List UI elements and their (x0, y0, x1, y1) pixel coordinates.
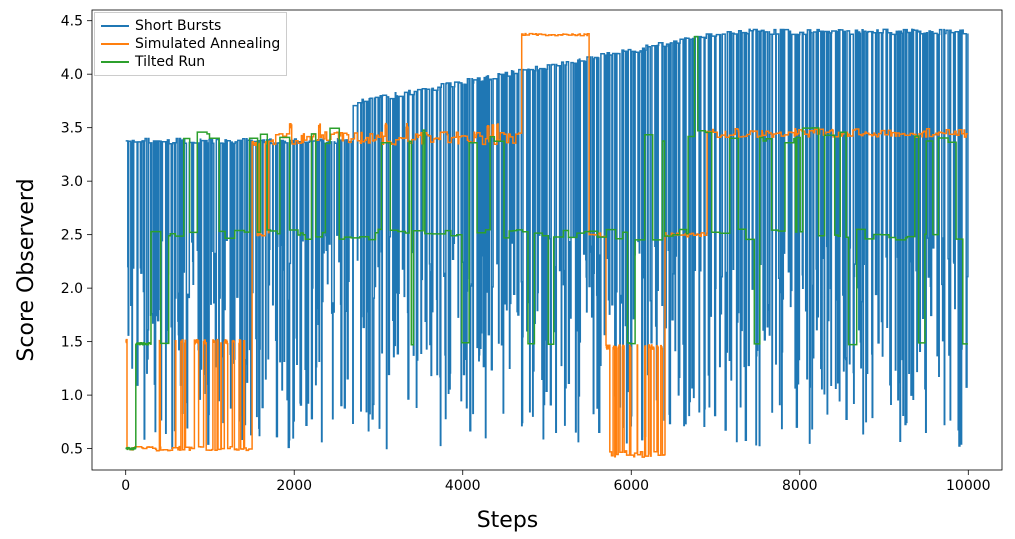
y-tick-label: 0.5 (61, 442, 83, 458)
x-tick-label: 8000 (782, 478, 818, 494)
y-tick-label: 4.5 (61, 14, 83, 30)
legend-label: Short Bursts (135, 18, 221, 34)
legend-label: Tilted Run (135, 54, 205, 70)
legend-label: Simulated Annealing (135, 36, 280, 52)
y-tick-label: 1.5 (61, 335, 83, 351)
y-tick-label: 3.0 (61, 174, 83, 190)
legend-swatch (101, 25, 129, 27)
y-tick-label: 2.0 (61, 281, 83, 297)
legend-item: Tilted Run (101, 53, 280, 71)
legend-swatch (101, 61, 129, 63)
y-tick-label: 4.0 (61, 67, 83, 83)
chart-container: 0 2000 4000 6000 8000 10000 0.5 1.0 1.5 2.0 2.5 3.0… (0, 0, 1015, 539)
x-axis-label: Steps (477, 508, 539, 533)
x-tick-label: 4000 (445, 478, 481, 494)
x-tick-label: 6000 (613, 478, 649, 494)
x-tick-label: 0 (121, 478, 130, 494)
y-tick-label: 1.0 (61, 388, 83, 404)
legend-item: Simulated Annealing (101, 35, 280, 53)
legend: Short Bursts Simulated Annealing Tilted Ru… (94, 12, 287, 76)
legend-swatch (101, 43, 129, 45)
y-tick-label: 2.5 (61, 228, 83, 244)
chart-svg: 0 2000 4000 6000 8000 10000 0.5 1.0 1.5 2.0 2.5 3.0… (0, 0, 1015, 539)
x-tick-label: 2000 (276, 478, 312, 494)
legend-item: Short Bursts (101, 17, 280, 35)
y-axis-label: Score Observerd (14, 178, 39, 361)
x-tick-label: 10000 (946, 478, 991, 494)
y-tick-label: 3.5 (61, 121, 83, 137)
